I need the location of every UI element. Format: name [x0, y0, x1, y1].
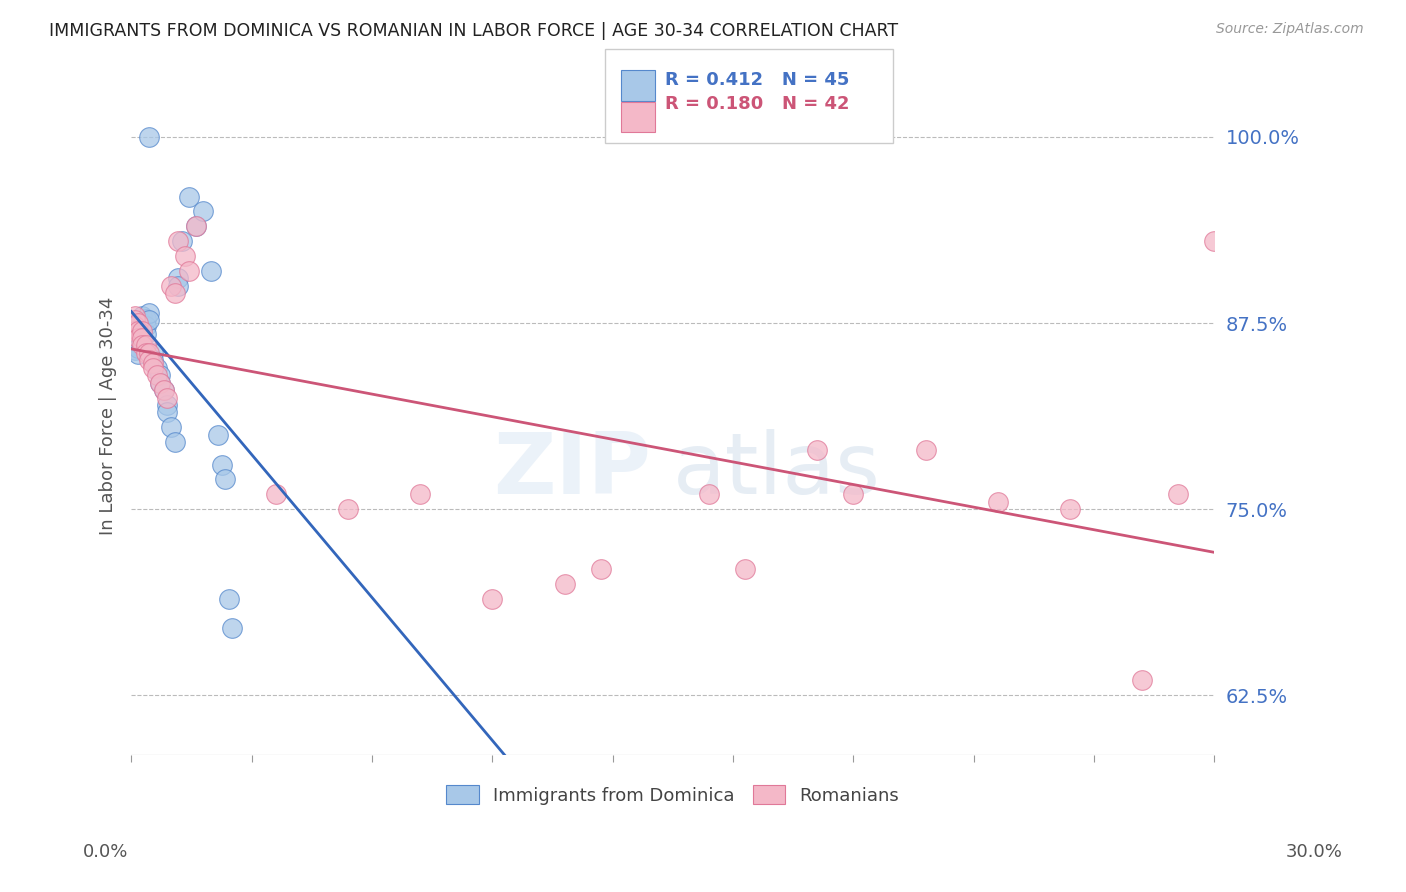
Point: [138, 313, 160, 327]
Point: [138, 130, 160, 145]
Point: [214, 473, 236, 487]
Point: [156, 405, 179, 419]
Point: [1204, 234, 1226, 248]
Point: [186, 219, 208, 234]
Point: [142, 360, 165, 375]
Point: [124, 324, 146, 338]
Point: [163, 286, 186, 301]
Point: [409, 487, 432, 501]
Point: [152, 383, 174, 397]
Point: [127, 331, 149, 345]
Point: [131, 324, 153, 338]
Point: [167, 271, 190, 285]
Point: [842, 487, 865, 501]
Point: [127, 324, 149, 338]
Point: [589, 562, 612, 576]
Point: [124, 309, 146, 323]
Point: [124, 329, 146, 343]
Point: [124, 319, 146, 334]
Point: [200, 264, 222, 278]
Point: [124, 338, 146, 352]
Point: [124, 313, 146, 327]
Point: [186, 219, 208, 234]
Point: [167, 279, 190, 293]
Point: [135, 326, 157, 341]
Point: [131, 309, 153, 323]
Point: [1130, 673, 1153, 688]
Point: [142, 353, 165, 368]
Point: [152, 383, 174, 397]
Text: R = 0.180   N = 42: R = 0.180 N = 42: [665, 95, 849, 113]
Point: [135, 338, 157, 352]
Point: [131, 331, 153, 345]
Point: [124, 343, 146, 357]
Point: [160, 279, 183, 293]
Point: [167, 234, 190, 248]
Point: [149, 368, 172, 383]
Point: [135, 319, 157, 334]
Point: [481, 591, 503, 606]
Point: [156, 391, 179, 405]
Point: [145, 368, 167, 383]
Point: [160, 420, 183, 434]
Point: [149, 376, 172, 390]
Point: [138, 306, 160, 320]
Point: [131, 316, 153, 330]
Text: 0.0%: 0.0%: [83, 843, 128, 861]
Point: [124, 324, 146, 338]
Point: [127, 342, 149, 356]
Point: [142, 346, 165, 360]
Text: R = 0.412   N = 45: R = 0.412 N = 45: [665, 71, 849, 89]
Point: [193, 204, 215, 219]
Text: Source: ZipAtlas.com: Source: ZipAtlas.com: [1216, 22, 1364, 37]
Point: [806, 442, 828, 457]
Point: [211, 458, 233, 472]
Point: [987, 495, 1010, 509]
Point: [207, 427, 229, 442]
Point: [554, 576, 576, 591]
Point: [149, 376, 172, 390]
Point: [156, 398, 179, 412]
Point: [131, 331, 153, 345]
Text: IMMIGRANTS FROM DOMINICA VS ROMANIAN IN LABOR FORCE | AGE 30-34 CORRELATION CHAR: IMMIGRANTS FROM DOMINICA VS ROMANIAN IN …: [49, 22, 898, 40]
Point: [914, 442, 936, 457]
Point: [127, 335, 149, 350]
Point: [124, 320, 146, 334]
Legend: Immigrants from Dominica, Romanians: Immigrants from Dominica, Romanians: [437, 776, 908, 814]
Point: [145, 360, 167, 375]
Point: [218, 591, 240, 606]
Point: [138, 346, 160, 360]
Point: [131, 324, 153, 338]
Point: [135, 311, 157, 326]
Point: [127, 324, 149, 338]
Point: [135, 346, 157, 360]
Text: atlas: atlas: [673, 429, 882, 512]
Point: [221, 621, 243, 635]
Point: [124, 326, 146, 341]
Point: [163, 435, 186, 450]
Point: [734, 562, 756, 576]
Text: ZIP: ZIP: [494, 429, 651, 512]
Point: [142, 356, 165, 370]
Point: [127, 347, 149, 361]
Point: [1059, 502, 1081, 516]
Point: [697, 487, 720, 501]
Point: [127, 331, 149, 345]
Y-axis label: In Labor Force | Age 30-34: In Labor Force | Age 30-34: [100, 297, 117, 535]
Point: [177, 189, 200, 203]
Point: [1167, 487, 1189, 501]
Text: 30.0%: 30.0%: [1286, 843, 1343, 861]
Point: [124, 316, 146, 330]
Point: [124, 334, 146, 348]
Point: [170, 234, 193, 248]
Point: [138, 353, 160, 368]
Point: [131, 338, 153, 352]
Point: [336, 502, 359, 516]
Point: [177, 264, 200, 278]
Point: [174, 249, 197, 263]
Point: [264, 487, 287, 501]
Point: [127, 316, 149, 330]
